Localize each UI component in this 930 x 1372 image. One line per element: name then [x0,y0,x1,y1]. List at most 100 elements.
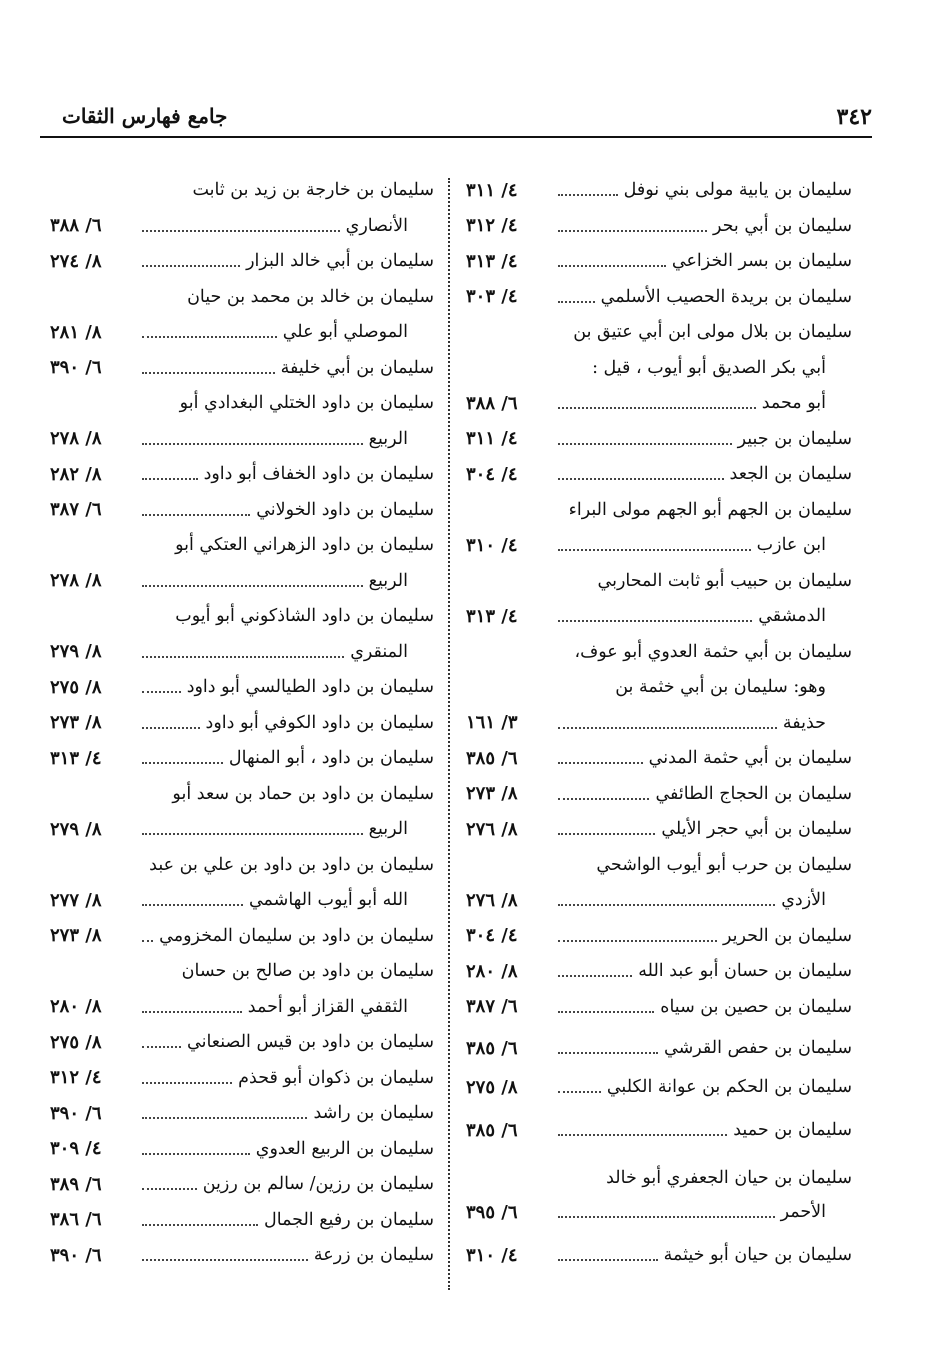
volume-page-reference: ٨/ ٢٨١ [50,321,102,343]
index-entry: سليمان بن خارجة بن زيد بن ثابت [50,172,434,208]
entry-name: سليمان بن بسر الخزاعي [671,251,852,271]
entry-name: سليمان بن أبي خليفة [280,357,434,378]
index-entry: سليمان بن داود الخفاف أبو داود ٨/ ٢٨٢ [50,456,434,492]
entry-name: سليمان بن داود الكوفي أبو داود [205,712,434,733]
entry-name: سليمان بن حبيب أبو ثابت المحاربي [597,570,853,591]
index-entry-continuation: الله أبو أيوب الهاشمي ٨/ ٢٧٧ [50,882,434,918]
dot-leader [142,229,340,232]
dot-leader [558,726,777,729]
index-entry: سليمان بن أبي حثمة العدوي أبو عوف، [466,634,852,670]
volume-page-reference: ٨/ ٢٨٢ [50,463,102,485]
index-entry: سليمان بن حيان أبو خيثمة ٤/ ٣١٠ [466,1237,852,1273]
index-entry: سليمان بن داود الخولاني ٦/ ٣٨٧ [50,492,434,528]
index-entry: سليمان بن رزين/ سالم بن رزين ٦/ ٣٨٩ [50,1166,434,1202]
index-entry: سليمان بن بلال مولى ابن أبي عتيق بن [466,314,852,350]
volume-page-reference: ٤/ ٣٠٤ [466,463,518,485]
entry-name: سليمان بن أبي خالد البزار [246,251,434,271]
dot-leader [142,442,363,445]
entry-name: سليمان بن أبي حثمة المدني [648,748,852,768]
entry-name: سليمان بن حسان أبو عبد الله [638,961,852,981]
volume-page-reference: ٤/ ٣١٣ [466,605,518,627]
entry-name: سليمان بن الحجاج الطائفي [655,783,852,804]
index-entry: سليمان بن ذكوان أبو قحذم ٤/ ٣١٢ [50,1060,434,1096]
volume-page-reference: ٨/ ٢٧٩ [50,818,102,840]
dot-leader [558,1052,659,1054]
entry-name: سليمان بن حفص القرشي [664,1038,852,1058]
entry-name: سليمان بن جبير [737,428,852,449]
dot-leader [558,1134,728,1136]
volume-page-reference: ٨/ ٢٧٣ [466,783,518,804]
volume-page-reference: ٦/ ٣٨٧ [466,996,518,1017]
volume-page-reference: ٤/ ٣١٠ [466,1244,518,1266]
index-entry-continuation: الثقفي القزاز أبو أحمد ٨/ ٢٨٠ [50,989,434,1025]
entry-name: سليمان بن حميد [733,1120,852,1140]
entry-name: سليمان بن داود بن داود بن علي بن عبد [149,854,434,875]
dot-leader [558,762,643,764]
entry-name: سليمان بن زرعة [313,1245,434,1265]
volume-page-reference: ٣/ ١٦١ [466,712,518,733]
index-entry: سليمان بن الحكم بن عوانة الكلبي ٨/ ٢٧٥ [466,1069,852,1105]
index-entry: سليمان بن داود بن حماد بن سعد أبو [50,776,434,812]
index-entry: سليمان بن حبيب أبو ثابت المحاربي [466,563,853,599]
index-entry: سليمان بن داود الطيالسي أبو داود ٨/ ٢٧٥ [50,669,434,705]
dot-leader [142,478,198,480]
volume-page-reference: ٨/ ٢٨٠ [466,960,518,982]
index-entry-continuation: الموصلي أبو علي ٨/ ٢٨١ [50,314,434,350]
volume-page-reference: ٤/ ٣١١ [466,179,518,201]
index-entry: سليمان بن حيان الجعفري أبو خالد [466,1160,852,1196]
index-entry: سليمان بن داود بن سليمان المخزومي ٨/ ٢٧٣ [50,918,434,954]
entry-name: سليمان بن حيان أبو خيثمة [663,1245,852,1265]
volume-page-reference: ٨/ ٢٧٣ [50,712,102,733]
index-entry: سليمان بن الحجاج الطائفي ٨/ ٢٧٣ [466,776,852,812]
index-entry: سليمان بن داود بن داود بن علي بن عبد [50,847,434,883]
index-entry: سليمان بن داود بن صالح بن حسان [50,953,434,989]
entry-name: سليمان بن داود الخولاني [256,499,434,520]
entry-name: سليمان بن أبي حثمة العدوي أبو عوف، [574,641,852,662]
dot-leader [558,478,724,480]
index-entry: سليمان بن أبي خالد البزار ٨/ ٢٧٤ [50,243,434,279]
entry-name: سليمان بن حصين بن سياه [660,996,852,1017]
index-entry: سليمان بن حفص القرشي ٦/ ٣٨٥ [466,1030,852,1066]
entry-name: سليمان بن الجهم أبو الجهم مولى البراء [568,499,852,520]
dot-leader [142,904,243,906]
dot-leader [558,300,595,303]
index-entry: سليمان بن داود الزهراني العتكي أبو [50,527,434,563]
index-entry: سليمان بن داود الختلي البغدادي أبو [50,385,434,421]
volume-page-reference: ٦/ ٣٨٥ [466,747,518,769]
volume-page-reference: ٦/ ٣٨٨ [466,392,518,414]
index-entry: سليمان بن خالد بن محمد بن حيان [50,279,434,315]
dot-leader [558,194,618,196]
volume-page-reference: ٤/ ٣٠٩ [50,1138,102,1159]
entry-name: الله أبو أيوب الهاشمي [248,890,408,910]
index-entry-continuation: أبي بكر الصديق أبو أيوب ، قيل : [466,350,852,386]
volume-page-reference: ٦/ ٣٨٧ [50,499,102,520]
index-entry: سليمان بن حسان أبو عبد الله ٨/ ٢٨٠ [466,953,852,989]
dot-leader [558,975,633,977]
entry-name: الأنصاري [345,215,408,236]
dot-leader [558,229,707,232]
index-entry-continuation: الأنصاري ٦/ ٣٨٨ [50,208,434,244]
dot-leader [142,584,363,587]
entry-name: سليمان بن الحكم بن عوانة الكلبي [606,1077,852,1097]
entry-name: الربيع [368,819,408,839]
volume-page-reference: ٤/ ٣٠٣ [466,286,518,307]
index-entry: سليمان بن بسر الخزاعي ٤/ ٣١٣ [466,243,852,279]
volume-page-reference: ٦/ ٣٨٥ [466,1119,518,1141]
entry-name: سليمان بن خارجة بن زيد بن ثابت [192,180,434,200]
dot-leader [558,1259,658,1261]
volume-page-reference: ٦/ ٣٨٦ [50,1209,102,1230]
entry-name: سليمان بن الربيع العدوي [255,1138,434,1159]
index-entry: سليمان بن راشد ٦/ ٣٩٠ [50,1095,434,1131]
dot-leader [142,833,363,835]
dot-leader [142,1223,259,1226]
entry-name: سليمان بن داود الختلي البغدادي أبو [179,393,434,413]
entry-name: سليمان بن داود بن صالح بن حسان [181,961,434,981]
page-number: ٣٤٢ [836,104,872,130]
entry-name: سليمان بن حرب أبو أيوب الواشحي [596,854,852,875]
dot-leader [558,797,650,800]
dot-leader [558,904,776,906]
entry-name: سليمان بن الجعد [729,464,852,484]
index-entry-continuation: الربيع ٨/ ٢٧٨ [50,421,434,457]
volume-page-reference: ٦/ ٣٨٨ [50,215,102,236]
dot-leader [558,407,756,409]
